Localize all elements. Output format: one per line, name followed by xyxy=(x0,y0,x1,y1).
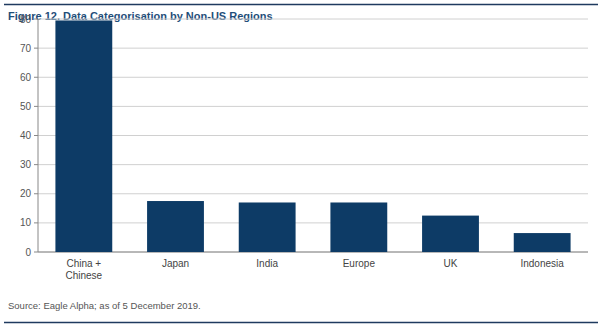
y-tick xyxy=(34,48,38,49)
y-tick xyxy=(34,135,38,136)
y-tick xyxy=(34,164,38,165)
y-tick-label: 30 xyxy=(20,159,32,170)
y-tick-label: 40 xyxy=(20,130,32,141)
y-tick xyxy=(34,77,38,78)
bar xyxy=(422,216,479,252)
grid-line xyxy=(38,222,588,223)
y-tick-label: 60 xyxy=(20,72,32,83)
y-tick-label: 20 xyxy=(20,188,32,199)
y-tick xyxy=(34,193,38,194)
grid-line xyxy=(38,135,588,136)
y-tick xyxy=(34,19,38,20)
x-tick-label: India xyxy=(256,258,278,269)
bar xyxy=(147,201,204,252)
bar xyxy=(239,202,296,252)
y-tick-label: 0 xyxy=(25,247,31,258)
y-tick-label: 70 xyxy=(20,43,32,54)
grid-line xyxy=(38,77,588,78)
x-tick-label: Europe xyxy=(343,258,376,269)
chart-container: Figure 12. Data Categorisation by Non-US… xyxy=(0,0,602,330)
bars xyxy=(55,20,570,252)
x-tick-label: UK xyxy=(444,258,458,269)
grid-line xyxy=(38,193,588,194)
y-tick xyxy=(34,222,38,223)
chart-title: Figure 12. Data Categorisation by Non-US… xyxy=(8,10,273,22)
y-tick-label: 10 xyxy=(20,217,32,228)
x-tick-label: China +Chinese xyxy=(65,258,102,281)
y-tick xyxy=(34,106,38,107)
grid-line xyxy=(38,48,588,49)
grid-line xyxy=(38,252,588,253)
y-tick-label: 80 xyxy=(20,14,32,25)
top-rule xyxy=(4,4,598,6)
grid-line xyxy=(38,164,588,165)
bar xyxy=(514,233,571,252)
bar xyxy=(55,20,112,252)
x-tick-label: Japan xyxy=(162,258,189,269)
y-tick xyxy=(34,252,38,253)
grid-line xyxy=(38,106,588,107)
x-tick-label: Indonesia xyxy=(520,258,564,269)
grid-line xyxy=(38,19,588,20)
y-axis xyxy=(38,19,39,252)
chart-svg: Figure 12. Data Categorisation by Non-US… xyxy=(0,0,602,330)
y-tick-label: 50 xyxy=(20,101,32,112)
source-note: Source: Eagle Alpha; as of 5 December 20… xyxy=(8,300,201,311)
bottom-rule xyxy=(4,322,598,324)
x-axis xyxy=(38,252,588,253)
bar xyxy=(330,202,387,252)
